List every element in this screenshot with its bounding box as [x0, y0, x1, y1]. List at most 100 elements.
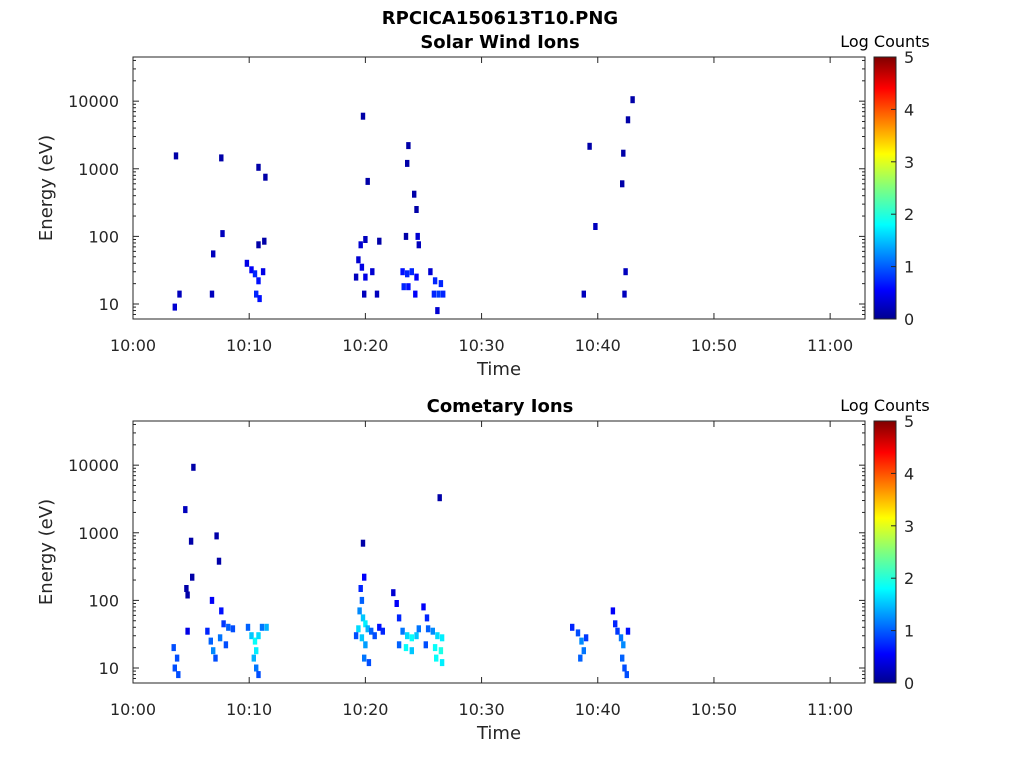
heatmap-cell: [570, 623, 575, 631]
x-tick-label: 10:30: [459, 700, 505, 719]
heatmap-cell: [396, 614, 402, 622]
heatmap-cell: [369, 627, 374, 635]
heatmap-cell: [374, 290, 380, 298]
heatmap-cell: [365, 177, 370, 185]
heatmap-cell: [414, 273, 419, 281]
colorbar: 0 1 2 3 4 5: [873, 48, 914, 329]
heatmap-cell: [437, 494, 442, 502]
heatmap-cell: [360, 539, 366, 547]
heatmap-cell: [405, 632, 410, 640]
heatmap-cell: [254, 664, 259, 672]
heatmap-cell: [362, 654, 367, 662]
heatmap-cell: [353, 273, 359, 281]
colorbar-tick-label: 2: [904, 569, 914, 588]
heatmap-cell: [439, 659, 445, 667]
heatmap-cell: [213, 654, 218, 662]
heatmap-cell: [625, 627, 631, 635]
heatmap-cell: [221, 620, 226, 628]
heatmap-cell: [356, 256, 361, 264]
heatmap-cell: [363, 236, 368, 243]
x-tick-label: 10:20: [342, 336, 388, 355]
heatmap-cell: [173, 152, 179, 160]
heatmap-cell: [439, 634, 445, 642]
heatmap-cell: [630, 96, 635, 104]
heatmap-cell: [264, 623, 269, 631]
colorbar-gradient: [873, 56, 897, 320]
heatmap-cell: [174, 654, 180, 662]
y-tick-label: 1000: [78, 160, 119, 179]
y-tick-label: 100: [88, 591, 119, 610]
x-tick-label: 10:50: [691, 336, 737, 355]
heatmap-cell: [414, 632, 419, 640]
heatmap-cell: [620, 180, 625, 188]
heatmap-cell: [353, 632, 359, 640]
y-axis-label: Energy (eV): [36, 135, 57, 241]
heatmap-cell: [177, 290, 182, 298]
heatmap-cell: [211, 250, 216, 258]
heatmap-cell: [211, 647, 216, 655]
heatmap-cell: [256, 632, 261, 640]
heatmap-cells: [172, 96, 635, 315]
y-axis: 10 100 1000 10000: [68, 59, 865, 320]
heatmap-cell: [366, 659, 372, 667]
x-tick-label: 10:00: [110, 700, 156, 719]
heatmap-cell: [360, 112, 366, 120]
heatmap-cell: [226, 623, 231, 631]
heatmap-cell: [396, 641, 402, 649]
colorbar-label: Log Counts: [840, 32, 930, 51]
heatmap-cell: [405, 270, 410, 278]
heatmap-cell: [217, 634, 223, 642]
heatmap-cell: [615, 627, 620, 635]
heatmap-cell: [256, 277, 261, 285]
heatmap-cell: [359, 634, 365, 642]
heatmap-cell: [254, 647, 259, 655]
heatmap-cell: [380, 627, 385, 635]
panel-solar-wind-ions: Solar Wind Ions 10:00 10:10 10:20 10:30 10:4…: [36, 32, 930, 380]
heatmap-cell: [184, 585, 189, 592]
heatmap-cell: [256, 241, 261, 249]
x-tick-label: 11:00: [807, 700, 853, 719]
colorbar-tick-label: 3: [904, 153, 914, 172]
heatmap-cell: [362, 290, 367, 298]
heatmap-cell: [441, 290, 446, 298]
heatmap-cell: [409, 268, 414, 276]
heatmap-cell: [403, 232, 409, 240]
x-tick-label: 10:10: [226, 336, 272, 355]
x-axis-label: Time: [476, 359, 521, 380]
heatmap-cell: [581, 290, 586, 298]
x-tick-label: 10:20: [342, 700, 388, 719]
heatmap-cell: [365, 625, 370, 633]
heatmap-cell: [256, 671, 261, 679]
y-axis-label: Energy (eV): [36, 499, 57, 605]
heatmap-cell: [356, 625, 361, 633]
heatmap-cell: [412, 190, 417, 198]
heatmap-cell: [252, 637, 258, 645]
heatmap-cell: [409, 634, 414, 642]
heatmap-cell: [421, 603, 426, 611]
heatmap-cell: [249, 632, 254, 640]
x-axis: 10:00 10:10 10:20 10:30 10:40 10:50 11:00: [110, 57, 853, 355]
heatmap-cell: [621, 641, 626, 649]
heatmap-cell: [363, 620, 368, 628]
x-tick-label: 10:40: [575, 700, 621, 719]
colorbar-tick-label: 1: [904, 258, 914, 277]
heatmap-cell: [223, 641, 229, 649]
heatmap-cell: [428, 268, 433, 276]
heatmap-cell: [219, 154, 224, 162]
heatmap-cell: [190, 573, 195, 581]
colorbar-tick-label: 0: [904, 674, 914, 693]
x-tick-label: 10:10: [226, 700, 272, 719]
heatmap-cell: [400, 268, 405, 276]
heatmap-cell: [416, 625, 421, 633]
heatmap-cell: [185, 591, 190, 599]
heatmap-cell: [414, 206, 419, 213]
heatmap-cell: [370, 268, 375, 276]
y-axis: 10 100 1000 10000: [68, 423, 865, 684]
heatmap-cell: [245, 623, 251, 631]
x-axis-label: Time: [476, 723, 521, 744]
figure-title: RPCICA150613T10.PNG: [382, 8, 618, 29]
panel-title: Cometary Ions: [427, 396, 574, 417]
heatmap-cell: [185, 627, 190, 635]
x-tick-label: 10:50: [691, 700, 737, 719]
